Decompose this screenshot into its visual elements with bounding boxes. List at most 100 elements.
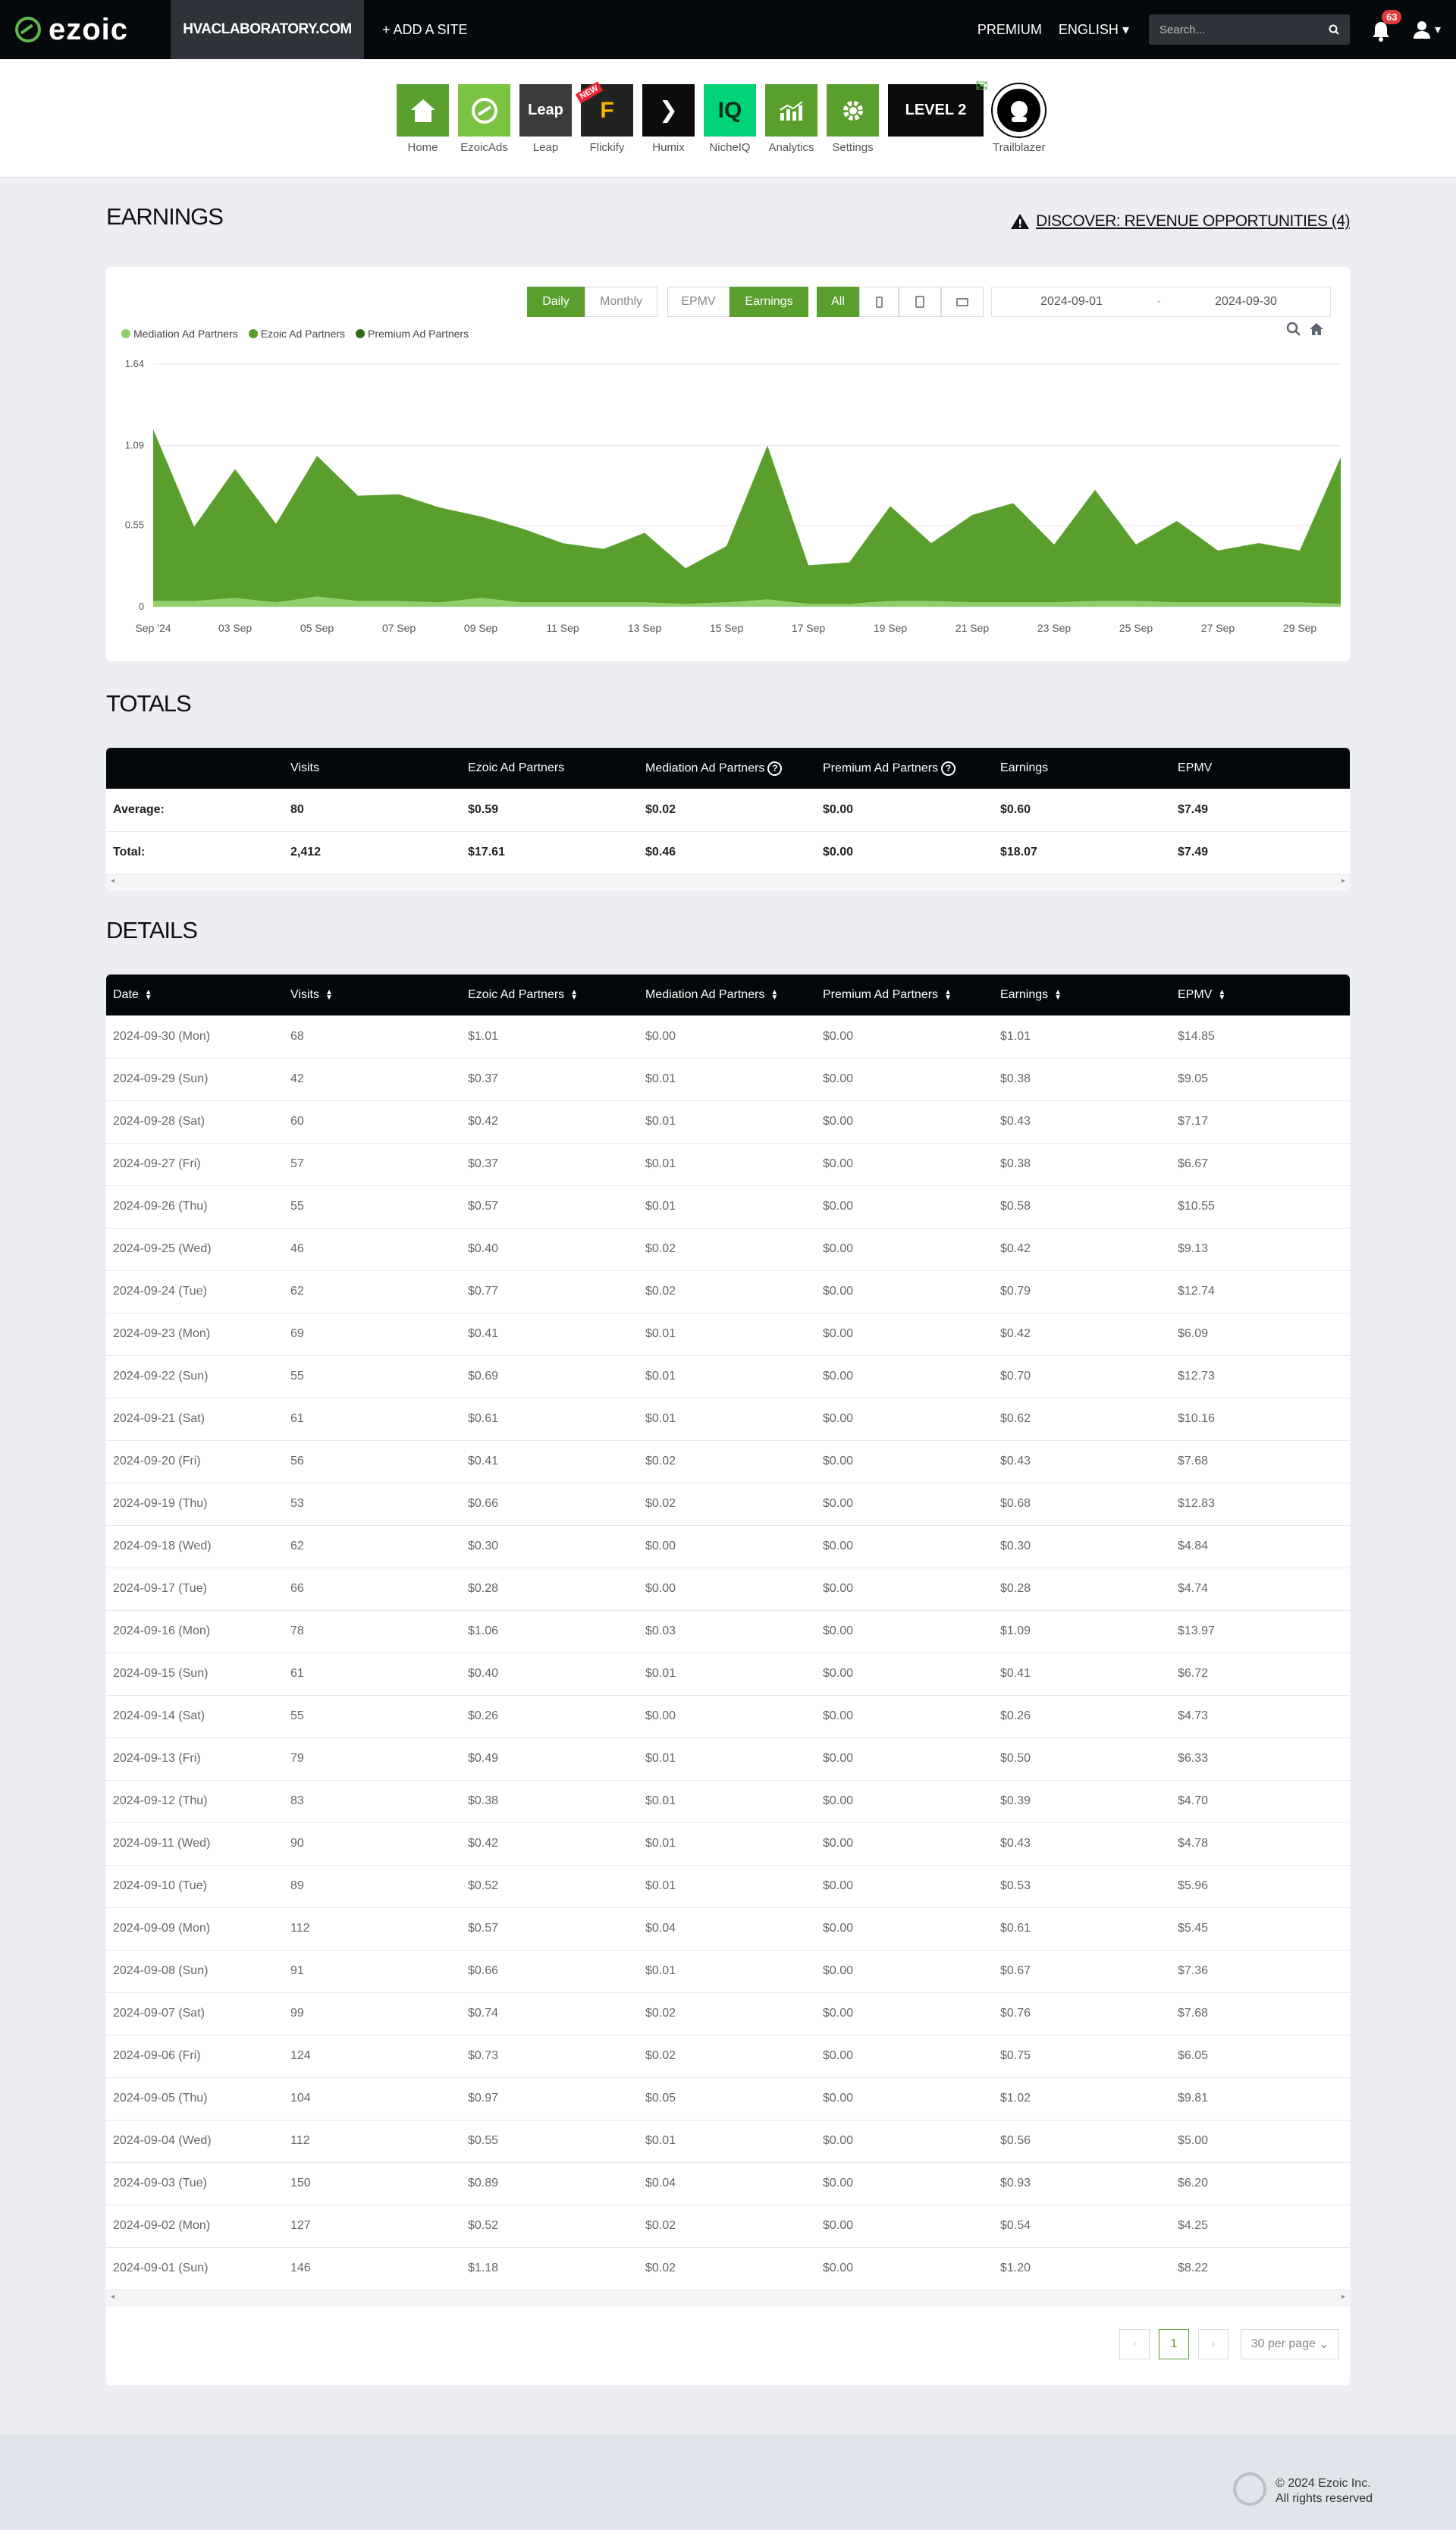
table-cell: 91 [284, 1950, 461, 1993]
table-cell: $0.02 [639, 789, 816, 832]
legend-item[interactable]: Ezoic Ad Partners [248, 328, 346, 340]
page-1-button[interactable]: 1 [1159, 2329, 1189, 2359]
app-label: Trailblazer [993, 141, 1046, 154]
sort-icon[interactable]: ▲ ▼ [770, 987, 779, 1002]
legend-item[interactable]: Mediation Ad Partners [121, 328, 238, 340]
column-header[interactable]: Date ▲ ▼ [106, 975, 284, 1015]
sort-icon[interactable]: ▲ ▼ [1054, 987, 1062, 1002]
sort-icon[interactable]: ▲ ▼ [325, 987, 333, 1002]
zoom-icon[interactable] [1286, 322, 1301, 337]
app-ezoicads[interactable]: EzoicAds [458, 84, 510, 154]
sort-icon[interactable]: ▲ ▼ [570, 987, 579, 1002]
totals-card: Visits Ezoic Ad Partners Mediation Ad Part… [106, 748, 1350, 891]
mediation-ad-partners-area[interactable] [153, 596, 1341, 607]
table-cell: $0.00 [816, 1100, 993, 1144]
table-cell: 46 [284, 1228, 461, 1271]
app-trailblazer[interactable]: Trailblazer [993, 84, 1045, 154]
legend-item[interactable]: Premium Ad Partners [356, 328, 469, 340]
column-header[interactable]: Earnings ▲ ▼ [993, 975, 1171, 1015]
sort-icon[interactable]: ▲ ▼ [944, 987, 952, 1002]
app-label: EzoicAds [460, 141, 508, 154]
next-page-button[interactable]: › [1198, 2329, 1228, 2359]
per-page-select[interactable]: 30 per page ⌄ [1241, 2329, 1339, 2359]
column-header[interactable]: Ezoic Ad Partners ▲ ▼ [461, 975, 639, 1015]
search-box[interactable] [1149, 14, 1350, 45]
column-header-label: Date [113, 988, 139, 1001]
notifications-button[interactable]: 63 [1371, 10, 1402, 45]
app-level[interactable]: LEVEL 2 ✉ [888, 78, 988, 154]
search-input[interactable] [1159, 23, 1311, 36]
earnings-button[interactable]: Earnings [730, 287, 808, 317]
desktop-button[interactable] [941, 287, 984, 317]
table-cell: 2024-09-10 (Tue) [106, 1865, 284, 1908]
premium-link[interactable]: PREMIUM [977, 21, 1042, 37]
app-label: Leap [532, 141, 559, 154]
table-cell: $0.74 [461, 1992, 639, 2036]
column-header[interactable]: Premium Ad Partners ▲ ▼ [816, 975, 993, 1015]
table-cell: $4.84 [1171, 1525, 1350, 1568]
caret-down-icon: ▾ [1122, 21, 1129, 37]
date-range-picker[interactable]: 2024-09-01 - 2024-09-30 [991, 287, 1331, 317]
app-settings[interactable]: Settings [827, 84, 879, 154]
app-nicheiq[interactable]: IQ NicheIQ [704, 84, 756, 154]
daily-button[interactable]: Daily [527, 287, 585, 317]
analytics-icon [765, 84, 817, 137]
table-cell: 89 [284, 1865, 461, 1908]
x-tick-label: 21 Sep [956, 622, 990, 634]
column-header [106, 748, 284, 789]
details-scrollbar[interactable]: ◂ ▸ [106, 2290, 1350, 2307]
table-row: 2024-09-30 (Mon) 68 $1.01 $0.00 $0.00 $1.01 $1… [106, 1015, 1350, 1059]
column-header[interactable]: Mediation Ad Partners ▲ ▼ [639, 975, 816, 1015]
help-icon[interactable]: ? [941, 761, 956, 776]
column-header[interactable]: EPMV ▲ ▼ [1171, 975, 1350, 1015]
table-cell: $12.83 [1171, 1483, 1350, 1526]
table-cell: $0.01 [639, 1653, 816, 1696]
table-cell: $9.81 [1171, 2077, 1350, 2120]
table-cell: $0.00 [816, 789, 993, 832]
help-icon[interactable]: ? [767, 761, 783, 776]
table-cell: Average: [106, 789, 284, 832]
language-selector[interactable]: ENGLISH ▾ [1059, 22, 1129, 38]
tablet-icon [915, 296, 924, 308]
mobile-button[interactable] [859, 287, 899, 317]
earnings-chart-card: Daily Monthly EPMV Earnings All 2024-09-… [106, 267, 1350, 661]
table-cell: $0.42 [993, 1313, 1171, 1356]
discover-revenue-link[interactable]: DISCOVER: REVENUE OPPORTUNITIES (4) [1010, 212, 1350, 231]
app-home[interactable]: Home [397, 84, 449, 154]
table-cell: 2024-09-30 (Mon) [106, 1015, 284, 1059]
table-cell: $7.49 [1171, 831, 1350, 874]
x-tick-label: 27 Sep [1201, 622, 1235, 634]
legend-label: Ezoic Ad Partners [260, 328, 346, 340]
home-icon [397, 84, 449, 137]
totals-scrollbar[interactable]: ◂ ▸ [106, 874, 1350, 891]
scroll-left-icon: ◂ [111, 2292, 115, 2301]
column-header-label: Visits [290, 988, 319, 1001]
app-humix[interactable]: ❯ Humix [642, 84, 695, 154]
add-site-link[interactable]: + ADD A SITE [382, 21, 468, 37]
table-cell: 2024-09-19 (Thu) [106, 1483, 284, 1526]
table-cell: 2024-09-02 (Mon) [106, 2205, 284, 2248]
prev-page-button[interactable]: ‹ [1119, 2329, 1150, 2359]
column-header[interactable]: Visits ▲ ▼ [284, 975, 461, 1015]
sort-icon[interactable]: ▲ ▼ [144, 987, 152, 1002]
table-cell: $6.05 [1171, 2035, 1350, 2078]
table-cell: $0.00 [816, 2205, 993, 2248]
table-cell: 99 [284, 1992, 461, 2036]
table-cell: $0.00 [639, 1015, 816, 1059]
app-leap[interactable]: Leap Leap [519, 84, 572, 154]
sort-icon[interactable]: ▲ ▼ [1218, 987, 1226, 1002]
epmv-button[interactable]: EPMV [667, 287, 730, 317]
chart-home-icon[interactable] [1309, 322, 1324, 337]
table-cell: $0.79 [993, 1270, 1171, 1314]
app-flickify[interactable]: F NEW Flickify [575, 81, 633, 154]
settings-icon [827, 84, 879, 137]
app-analytics[interactable]: Analytics [765, 84, 817, 154]
monthly-button[interactable]: Monthly [585, 287, 657, 317]
user-menu[interactable]: ▾ [1412, 20, 1445, 39]
ezoic-ad-partners-area[interactable] [153, 428, 1341, 607]
site-selector[interactable]: HVACLABORATORY.COM [171, 0, 364, 59]
ezoic-logo[interactable]: ezoic [0, 13, 171, 47]
all-devices-button[interactable]: All [817, 287, 859, 317]
tablet-button[interactable] [899, 287, 941, 317]
table-cell: $0.42 [461, 1100, 639, 1144]
